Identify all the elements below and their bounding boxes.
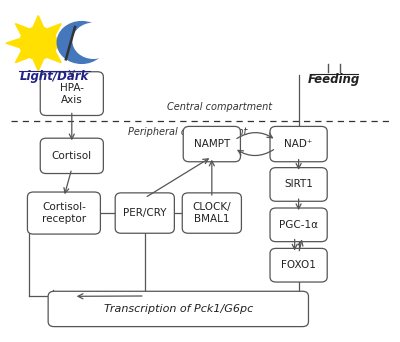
Text: SIRT1: SIRT1	[284, 180, 313, 189]
Text: NAD⁺: NAD⁺	[284, 139, 313, 149]
FancyBboxPatch shape	[270, 208, 327, 242]
Circle shape	[73, 23, 114, 58]
Polygon shape	[16, 24, 28, 35]
Text: Light/Dark: Light/Dark	[19, 70, 89, 83]
FancyBboxPatch shape	[115, 193, 174, 233]
FancyBboxPatch shape	[270, 127, 327, 162]
Text: FOXO1: FOXO1	[281, 260, 316, 270]
FancyBboxPatch shape	[48, 291, 308, 327]
FancyBboxPatch shape	[40, 138, 103, 173]
Polygon shape	[33, 16, 43, 27]
Text: Feeding: Feeding	[308, 74, 360, 87]
Text: Peripheral compartment: Peripheral compartment	[128, 127, 248, 137]
FancyBboxPatch shape	[270, 168, 327, 201]
FancyBboxPatch shape	[28, 192, 100, 234]
Text: Central compartment: Central compartment	[167, 102, 272, 112]
Circle shape	[19, 27, 57, 59]
Polygon shape	[33, 60, 43, 71]
Polygon shape	[57, 39, 71, 48]
Polygon shape	[48, 52, 61, 63]
Text: PGC-1α: PGC-1α	[279, 220, 318, 230]
Text: PER/CRY: PER/CRY	[123, 208, 166, 218]
Text: NAMPT: NAMPT	[194, 139, 230, 149]
FancyBboxPatch shape	[182, 193, 242, 233]
Polygon shape	[6, 39, 19, 48]
Polygon shape	[48, 24, 61, 35]
Text: Cortisol-
receptor: Cortisol- receptor	[42, 202, 86, 224]
Text: HPA-
Axis: HPA- Axis	[60, 83, 84, 105]
Text: Cortisol: Cortisol	[52, 151, 92, 161]
Text: Transcription of Pck1/G6pc: Transcription of Pck1/G6pc	[104, 304, 253, 314]
FancyBboxPatch shape	[183, 127, 240, 162]
FancyBboxPatch shape	[40, 72, 103, 116]
Text: CLOCK/
BMAL1: CLOCK/ BMAL1	[192, 202, 231, 224]
Circle shape	[57, 22, 106, 63]
Polygon shape	[16, 52, 28, 63]
FancyBboxPatch shape	[270, 248, 327, 282]
